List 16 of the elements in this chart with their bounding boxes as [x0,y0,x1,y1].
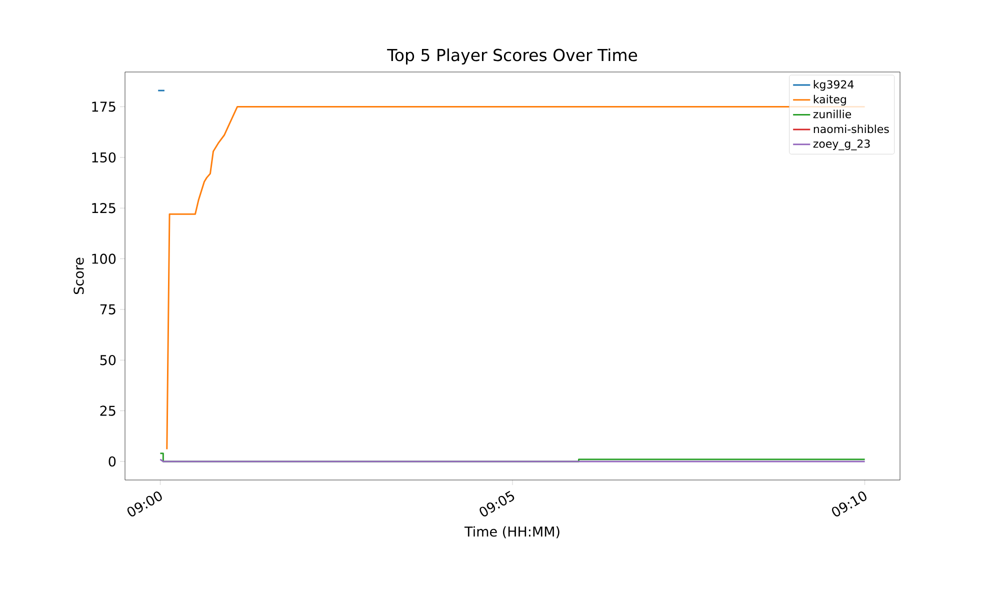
y-tick-label: 0 [108,456,116,467]
y-tick-label: 75 [100,304,116,314]
y-tick-label: 150 [92,152,116,163]
x-axis-title: Time (HH:MM) [464,526,560,538]
legend-label: kg3924 [814,80,854,91]
legend-label: zunillie [813,110,852,118]
y-tick-label: 50 [100,355,116,366]
legend-label: zoey_g_23 [813,139,870,150]
y-tick-label: 25 [100,406,116,416]
y-tick-label: 125 [92,202,116,214]
legend-label: kaiteg [814,94,846,106]
y-tick-label: 175 [92,102,116,112]
legend-label: naomi-shibles [814,124,889,134]
chart-title: Top 5 Player Scores Over Time [387,48,638,64]
y-tick-label: 100 [92,254,116,264]
y-axis-title: Score [74,258,84,294]
